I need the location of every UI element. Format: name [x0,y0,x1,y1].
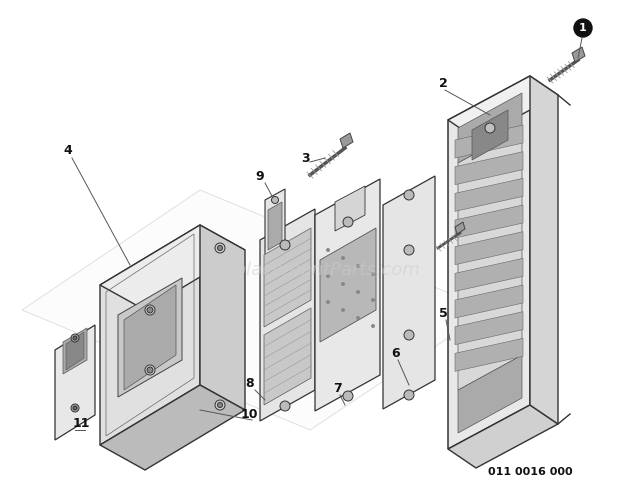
Polygon shape [455,338,523,372]
Circle shape [341,282,345,286]
Polygon shape [458,355,522,433]
Circle shape [356,316,360,320]
Polygon shape [100,225,200,445]
Polygon shape [458,93,522,163]
Circle shape [343,217,353,227]
Polygon shape [455,312,523,345]
Circle shape [371,324,375,328]
Circle shape [147,307,153,313]
Polygon shape [455,152,523,185]
Polygon shape [383,176,435,409]
Circle shape [371,298,375,302]
Text: 011 0016 000: 011 0016 000 [488,467,572,477]
Polygon shape [340,133,353,148]
Polygon shape [455,258,523,291]
Circle shape [215,243,225,253]
Polygon shape [22,190,490,430]
Circle shape [73,336,77,340]
Circle shape [404,330,414,340]
Circle shape [272,197,278,204]
Circle shape [218,246,223,250]
Circle shape [215,400,225,410]
Polygon shape [458,128,522,390]
Polygon shape [455,285,523,318]
Circle shape [404,390,414,400]
Text: 10: 10 [241,407,258,420]
Polygon shape [260,209,315,421]
Polygon shape [448,76,558,139]
Circle shape [404,245,414,255]
Polygon shape [264,308,311,405]
Polygon shape [63,328,87,374]
Text: 2: 2 [438,77,448,90]
Text: 6: 6 [392,347,401,360]
Circle shape [145,305,155,315]
Circle shape [280,240,290,250]
Polygon shape [335,186,365,231]
Circle shape [326,300,330,304]
Polygon shape [100,385,245,470]
Polygon shape [455,125,523,158]
Polygon shape [264,228,311,327]
Circle shape [71,334,79,342]
Polygon shape [448,76,530,449]
Polygon shape [448,405,558,468]
Circle shape [326,248,330,252]
Polygon shape [320,228,376,342]
Circle shape [71,404,79,412]
Circle shape [404,190,414,200]
Polygon shape [472,110,508,160]
Text: 7: 7 [332,381,342,394]
Polygon shape [55,325,95,440]
Circle shape [574,19,592,37]
Text: 3: 3 [301,151,309,164]
Polygon shape [66,332,84,370]
Polygon shape [268,202,282,250]
Text: 5: 5 [438,306,448,320]
Polygon shape [455,178,523,211]
Text: 4: 4 [64,143,73,156]
Text: 9: 9 [255,169,264,182]
Circle shape [343,391,353,401]
Text: 11: 11 [73,416,90,429]
Circle shape [326,274,330,278]
Text: eReplacementParts.com: eReplacementParts.com [200,261,420,279]
Circle shape [145,365,155,375]
Polygon shape [572,47,585,62]
Polygon shape [455,222,465,234]
Polygon shape [530,76,558,424]
Polygon shape [265,189,285,266]
Circle shape [218,402,223,407]
Circle shape [341,256,345,260]
Polygon shape [118,278,182,397]
Circle shape [371,272,375,276]
Polygon shape [200,225,245,410]
Polygon shape [455,232,523,264]
Text: 1: 1 [579,23,587,33]
Polygon shape [124,285,176,390]
Circle shape [356,264,360,268]
Polygon shape [455,205,523,238]
Circle shape [485,123,495,133]
Polygon shape [100,225,245,310]
Text: 8: 8 [246,376,254,389]
Circle shape [341,308,345,312]
Polygon shape [315,179,380,411]
Circle shape [147,367,153,373]
Circle shape [280,401,290,411]
Circle shape [356,290,360,294]
Circle shape [73,406,77,410]
